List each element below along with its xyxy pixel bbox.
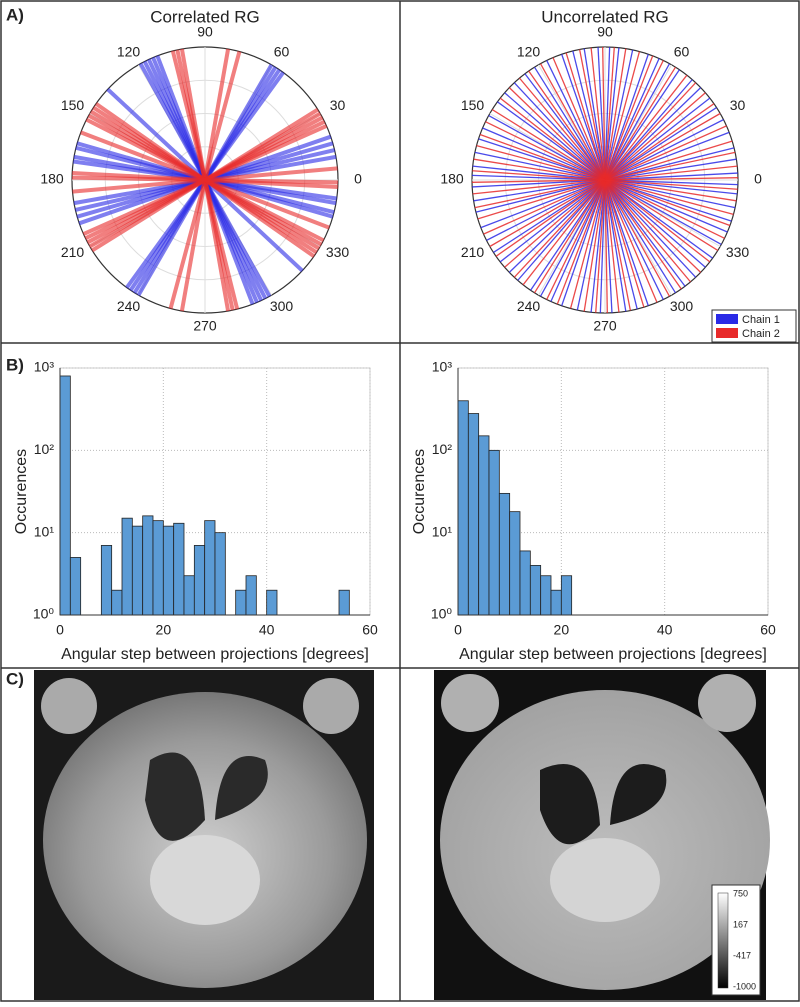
bar xyxy=(69,557,82,616)
panel-label: C) xyxy=(6,669,24,688)
bar xyxy=(488,449,500,616)
theta-tick-label: 0 xyxy=(754,171,762,187)
y-axis-label: Occurences xyxy=(13,449,30,534)
legend-label: Chain 1 xyxy=(742,314,780,326)
x-tick-label: 0 xyxy=(56,622,64,638)
y-tick-label: 10² xyxy=(34,441,55,457)
bar xyxy=(457,400,469,616)
theta-tick-label: 270 xyxy=(193,318,217,334)
theta-tick-label: 210 xyxy=(61,244,85,260)
bar xyxy=(467,413,480,616)
theta-tick-label: 300 xyxy=(670,298,694,314)
ray xyxy=(71,175,339,185)
bar xyxy=(111,589,123,616)
theta-tick-label: 0 xyxy=(354,171,362,187)
theta-tick-label: 60 xyxy=(674,43,690,59)
x-tick-label: 0 xyxy=(454,622,462,638)
bar xyxy=(100,545,113,616)
theta-tick-label: 330 xyxy=(726,244,750,260)
y-tick-label: 10² xyxy=(432,441,453,457)
theta-tick-label: 90 xyxy=(597,24,613,40)
theta-tick-label: 300 xyxy=(270,298,294,314)
bar xyxy=(550,589,562,616)
theta-tick-label: 30 xyxy=(730,97,746,113)
theta-tick-label: 120 xyxy=(517,43,541,59)
y-tick-label: 10³ xyxy=(432,359,453,375)
x-tick-label: 40 xyxy=(657,622,673,638)
bar xyxy=(152,520,164,616)
ct-image-right xyxy=(434,670,770,1000)
theta-tick-label: 240 xyxy=(517,298,541,314)
bar xyxy=(162,525,175,616)
colorbar-labels: 750 167 -417 -1000 xyxy=(733,888,756,991)
bar xyxy=(509,511,521,616)
bar xyxy=(214,532,226,616)
colorbar-label: 750 xyxy=(733,888,748,898)
theta-tick-label: 240 xyxy=(117,298,141,314)
theta-tick-label: 180 xyxy=(40,171,64,187)
legend-label: Chain 2 xyxy=(742,328,780,340)
theta-tick-label: 60 xyxy=(274,43,290,59)
bar xyxy=(183,575,195,616)
y-axis-label: Occurences xyxy=(411,449,428,534)
chart-title: Uncorrelated RG xyxy=(541,7,669,26)
theta-tick-label: 330 xyxy=(326,244,350,260)
theta-tick-label: 30 xyxy=(330,97,346,113)
bar xyxy=(529,565,542,616)
bar xyxy=(245,575,257,616)
x-tick-label: 40 xyxy=(259,622,275,638)
colorbar-label: -417 xyxy=(733,950,751,960)
chart-title: Correlated RG xyxy=(150,7,260,26)
theta-tick-label: 180 xyxy=(440,171,464,187)
x-tick-label: 20 xyxy=(156,622,172,638)
bar xyxy=(173,522,185,616)
y-tick-label: 10⁰ xyxy=(33,606,55,622)
bar xyxy=(519,550,531,616)
y-tick-label: 10¹ xyxy=(432,523,453,539)
x-axis-label: Angular step between projections [degree… xyxy=(459,646,767,663)
bar xyxy=(131,525,144,616)
bar xyxy=(338,589,350,616)
legend-swatch xyxy=(716,328,738,338)
bar xyxy=(235,589,247,616)
y-tick-label: 10¹ xyxy=(34,523,55,539)
bar xyxy=(560,575,573,616)
x-tick-label: 60 xyxy=(362,622,378,638)
theta-tick-label: 90 xyxy=(197,24,213,40)
bar xyxy=(204,520,216,616)
y-tick-label: 10⁰ xyxy=(431,606,453,622)
ct-image-left xyxy=(34,670,374,1000)
theta-tick-label: 150 xyxy=(61,97,85,113)
bar xyxy=(540,575,552,616)
colorbar-label: 167 xyxy=(733,919,748,929)
theta-tick-label: 210 xyxy=(461,244,485,260)
x-tick-label: 60 xyxy=(760,622,776,638)
bar xyxy=(266,589,278,616)
colorbar-label: -1000 xyxy=(733,981,756,991)
bar xyxy=(59,375,71,616)
bar xyxy=(193,545,206,616)
theta-tick-label: 150 xyxy=(461,97,485,113)
panel-label: B) xyxy=(6,355,24,374)
theta-tick-label: 270 xyxy=(593,318,617,334)
bar xyxy=(478,435,490,616)
panel-label: A) xyxy=(6,5,24,24)
bar xyxy=(142,515,154,616)
y-tick-label: 10³ xyxy=(34,359,55,375)
bar xyxy=(498,492,511,616)
x-axis-label: Angular step between projections [degree… xyxy=(61,646,369,663)
theta-tick-label: 120 xyxy=(117,43,141,59)
legend-swatch xyxy=(716,314,738,324)
bar xyxy=(121,517,133,616)
x-tick-label: 20 xyxy=(554,622,570,638)
ray xyxy=(472,170,738,190)
